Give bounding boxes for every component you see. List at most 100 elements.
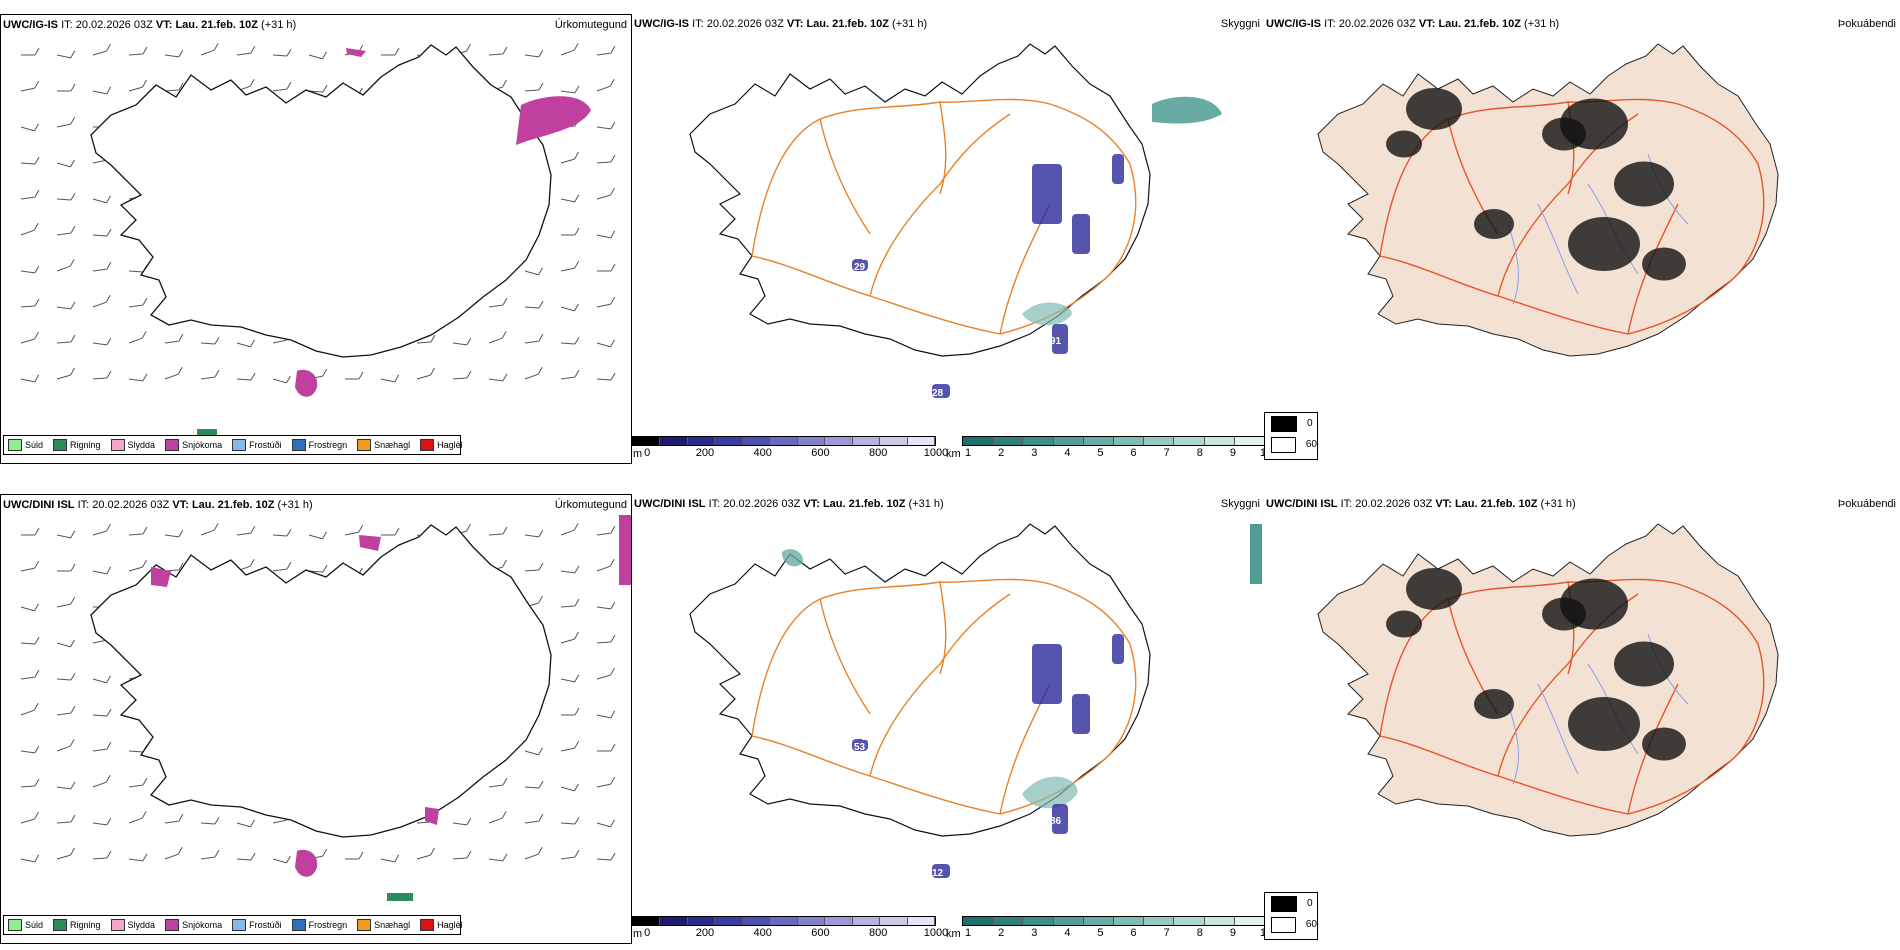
colorbar-tick: 1000 <box>923 927 949 939</box>
colorbar-step <box>1053 437 1084 445</box>
wind-barb <box>57 563 76 572</box>
wind-barb <box>308 51 327 60</box>
wind-barb <box>596 601 616 610</box>
wind-barb <box>560 151 579 164</box>
wind-barb <box>560 674 580 683</box>
wind-barb <box>236 339 255 348</box>
height-bar <box>632 916 936 926</box>
wind-barb <box>560 565 580 574</box>
wind-barb <box>596 230 616 239</box>
colorbar-step <box>993 437 1024 445</box>
wind-barb <box>200 42 219 56</box>
wind-barb <box>92 675 111 684</box>
visibility-panel-2: UWC/DINI ISL IT: 20.02.2026 03Z VT: Lau.… <box>632 494 1264 944</box>
wind-barb <box>164 49 184 58</box>
colorbar-step <box>660 917 688 925</box>
wind-barb <box>560 336 580 345</box>
snow-area-edge <box>619 515 631 585</box>
wind-barb <box>380 374 400 383</box>
panel-title: Úrkomutegund <box>554 499 627 511</box>
wind-barb <box>128 777 148 788</box>
low-vis-area <box>1022 302 1072 326</box>
wind-barb <box>488 297 508 308</box>
wind-barb <box>164 529 184 538</box>
wind-barb <box>597 743 616 752</box>
wind-barb <box>92 850 112 860</box>
colorbar-step <box>660 437 688 445</box>
fog-area <box>1474 209 1514 239</box>
wind-barb <box>92 337 112 346</box>
panel-title: Skyggni <box>1220 18 1260 30</box>
wind-barb <box>92 228 112 237</box>
wind-barb <box>56 639 75 648</box>
colorbar-tick: 6 <box>1130 927 1137 939</box>
fog-legend-item: 0 <box>1265 413 1317 434</box>
colorbar-step <box>963 437 994 445</box>
wind-barb <box>92 566 112 575</box>
snow-area-small <box>346 48 366 57</box>
wind-barb <box>596 525 616 536</box>
fog-area <box>1642 247 1686 281</box>
wind-barb <box>57 83 76 92</box>
wind-barb <box>272 81 292 92</box>
wind-barb <box>92 708 112 717</box>
legend-item: Frostregn <box>291 919 347 931</box>
wind-barb <box>20 156 40 165</box>
wind-barb <box>20 560 40 572</box>
wind-barb <box>560 303 579 312</box>
colorbar-tick: 400 <box>753 447 772 459</box>
wind-barb <box>92 774 111 788</box>
cloud-base-label: 12 <box>932 868 944 879</box>
wind-barb <box>524 333 544 344</box>
wind-barb <box>56 705 76 716</box>
panel-header: UWC/IG-IS IT: 20.02.2026 03Z VT: Lau. 21… <box>1266 18 1560 30</box>
fog-panel-2: UWC/DINI ISL IT: 20.02.2026 03Z VT: Lau.… <box>1264 494 1900 944</box>
wind-barb <box>308 84 328 93</box>
low-vis-area <box>1152 96 1222 124</box>
colorbar-tick: 1 <box>965 927 972 939</box>
cloud-base-label: 27 <box>862 732 874 743</box>
wind-barb <box>560 522 579 536</box>
colorbar-tick: 3 <box>1031 447 1038 459</box>
river <box>1537 203 1579 295</box>
colorbar-tick: 2 <box>998 927 1005 939</box>
wind-barb <box>488 777 508 788</box>
colorbar-step <box>633 437 661 445</box>
colorbar-step <box>797 917 826 925</box>
cloud-base-label: 53 <box>854 742 866 753</box>
colorbar-tick: 6 <box>1130 447 1137 459</box>
wind-barb <box>56 159 75 168</box>
wind-barb <box>524 747 543 756</box>
cloud-base-label: 30 <box>932 616 944 627</box>
wind-barb <box>272 528 292 537</box>
precip-type-panel-1: UWC/IG-IS IT: 20.02.2026 03Z VT: Lau. 21… <box>0 14 632 464</box>
wind-barb <box>200 369 220 380</box>
wind-barb <box>452 370 472 380</box>
low-vis-area-nw <box>782 549 803 567</box>
fog-area <box>1474 689 1514 719</box>
colorbar-step <box>852 437 881 445</box>
wind-barb <box>272 48 292 57</box>
road <box>939 101 947 195</box>
wind-barb <box>20 669 40 680</box>
wind-barb <box>20 374 40 383</box>
road-network <box>751 98 1137 335</box>
wind-barb <box>596 667 615 680</box>
legend-item: Haglél <box>420 919 463 931</box>
colorbar-step <box>770 437 798 445</box>
legend-item: Frostregn <box>291 439 347 451</box>
panel-title: Skyggni <box>1220 498 1260 510</box>
wind-barb <box>20 265 40 274</box>
colorbar-step <box>1144 437 1175 445</box>
fog-legend-item: 60 <box>1265 434 1317 455</box>
wind-barb <box>524 846 543 860</box>
wind-barb <box>128 853 148 862</box>
river <box>1537 683 1579 775</box>
low-vis-area <box>1022 776 1078 809</box>
cloud-base-label: 22 <box>922 606 934 617</box>
wind-barb <box>20 331 39 344</box>
wind-barb <box>524 780 544 789</box>
legend-item: Haglél <box>420 439 463 451</box>
legend-item: Frostúði <box>232 919 282 931</box>
